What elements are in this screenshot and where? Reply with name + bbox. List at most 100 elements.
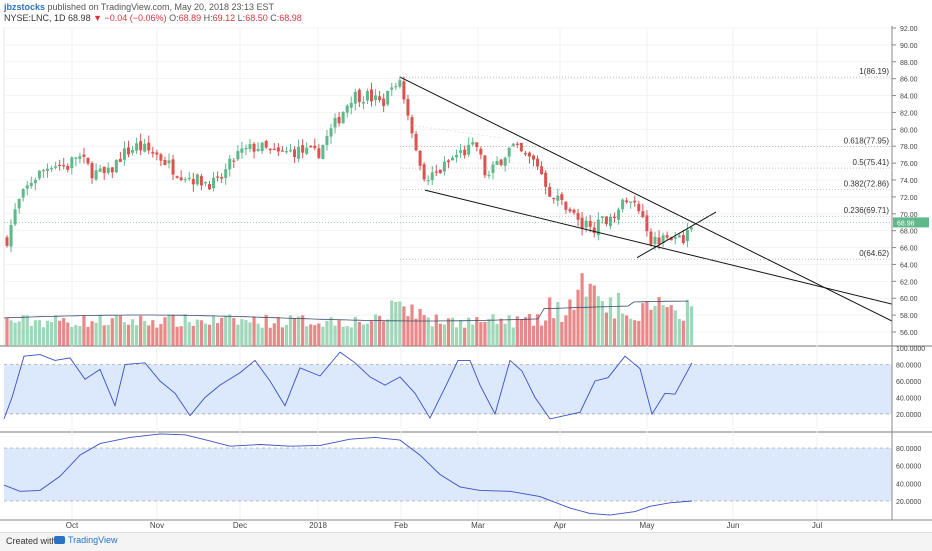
candle-body (297, 146, 301, 159)
volume-bar (329, 317, 333, 346)
volume-bar (167, 314, 171, 346)
candle-body (442, 161, 446, 172)
volume-bar (503, 323, 507, 346)
volume-bar (560, 321, 564, 346)
volume-bar (463, 327, 467, 346)
volume-bar (29, 325, 33, 346)
candle-body (333, 117, 337, 128)
fib-retracement[interactable]: 1(86.19) 0.618(77.95) 0.5(75.41) 0.382(72.8… (400, 67, 892, 260)
high-value: 69.12 (212, 13, 236, 23)
volume-bar (248, 322, 252, 346)
candle-body (102, 166, 106, 174)
candle-body (588, 220, 592, 227)
volume-bar (386, 319, 390, 346)
volume-bar (82, 315, 86, 346)
candle-body (507, 147, 511, 157)
candle-body (114, 159, 118, 173)
candle-body (503, 157, 507, 166)
rising-support-line (636, 211, 717, 259)
osc2-tick-label: 60.0000 (896, 464, 921, 471)
candle-body (361, 101, 365, 104)
open-label: O: (169, 13, 179, 23)
volume-bar (519, 319, 523, 346)
volume-bar (382, 321, 386, 346)
candle-body (252, 143, 256, 152)
volume-bar (430, 326, 434, 346)
candle-body (515, 143, 519, 145)
candle-body (633, 200, 637, 203)
fib-level-label: 0(64.62) (859, 249, 889, 258)
candle-body (301, 145, 305, 153)
candle-body (321, 144, 325, 160)
volume-bar (183, 314, 187, 346)
volume-bar (689, 306, 694, 346)
candle-body (410, 117, 414, 134)
volume-bar (394, 301, 398, 346)
candle-body (617, 209, 621, 220)
candle-body (175, 176, 179, 178)
candle-body (467, 144, 471, 155)
price-tick-label: 90.00 (900, 43, 918, 50)
candle-body (568, 209, 572, 212)
candle-body (127, 147, 130, 155)
candle-body (272, 148, 276, 150)
candle-body (236, 151, 240, 160)
tradingview-brand: TradingView (68, 535, 118, 545)
candle-body (365, 90, 369, 101)
volume-bar (629, 318, 633, 346)
candle-body (556, 195, 560, 201)
volume-bar (410, 304, 414, 346)
candle-body (21, 189, 25, 198)
volume-bar (564, 315, 568, 346)
candle-body (596, 219, 600, 236)
candle-body (183, 179, 187, 181)
lower-wedge-line (424, 189, 893, 305)
volume-bar (592, 285, 596, 346)
candle-body (455, 154, 459, 158)
candle-body (637, 203, 641, 212)
candle-body (74, 157, 78, 159)
volume-bar (90, 321, 94, 346)
open-value: 68.89 (178, 13, 202, 23)
volume-bar (390, 300, 394, 346)
candle-body (548, 186, 552, 197)
volume-bar (126, 324, 131, 346)
candle-body (669, 237, 673, 241)
volume-bar (175, 326, 179, 346)
volume-bar (402, 306, 406, 346)
osc2-tick-label: 20.0000 (896, 499, 921, 506)
candle-body (386, 90, 390, 105)
price-tick-label: 80.00 (900, 127, 918, 134)
candle-body (649, 231, 653, 245)
volume-bar (292, 318, 297, 346)
volume-bar (612, 318, 617, 346)
volume-bar (418, 309, 422, 346)
candle-body (471, 142, 475, 145)
candle-body (195, 174, 199, 185)
volume-bar (361, 324, 365, 346)
candle-body (131, 150, 135, 153)
high-label: H: (203, 13, 213, 23)
volume-bar (284, 324, 289, 346)
trendline-drawings[interactable] (399, 76, 893, 322)
candle-body (329, 128, 333, 137)
candle-body (9, 224, 13, 247)
candle-body (584, 220, 588, 228)
candle-body (122, 148, 126, 160)
volume-bar (572, 309, 576, 346)
candle-body (345, 105, 349, 113)
candle-body (41, 170, 45, 172)
volume-bar (45, 320, 50, 346)
price-tick-label: 82.00 (900, 110, 918, 117)
volume-bar (98, 315, 102, 346)
candle-body (5, 237, 9, 246)
author-link[interactable]: jbzstocks (4, 2, 46, 12)
volume-bar (171, 315, 175, 346)
candle-body (357, 89, 361, 103)
volume-bar (187, 322, 191, 346)
volume-bar (25, 315, 29, 346)
volume-bar (49, 322, 54, 346)
tradingview-logo[interactable]: TradingView (54, 535, 118, 545)
price-tick-label: 76.00 (900, 161, 918, 168)
price-chart[interactable]: 1(86.19) 0.618(77.95) 0.5(75.41) 0.382(72.8… (0, 26, 932, 532)
